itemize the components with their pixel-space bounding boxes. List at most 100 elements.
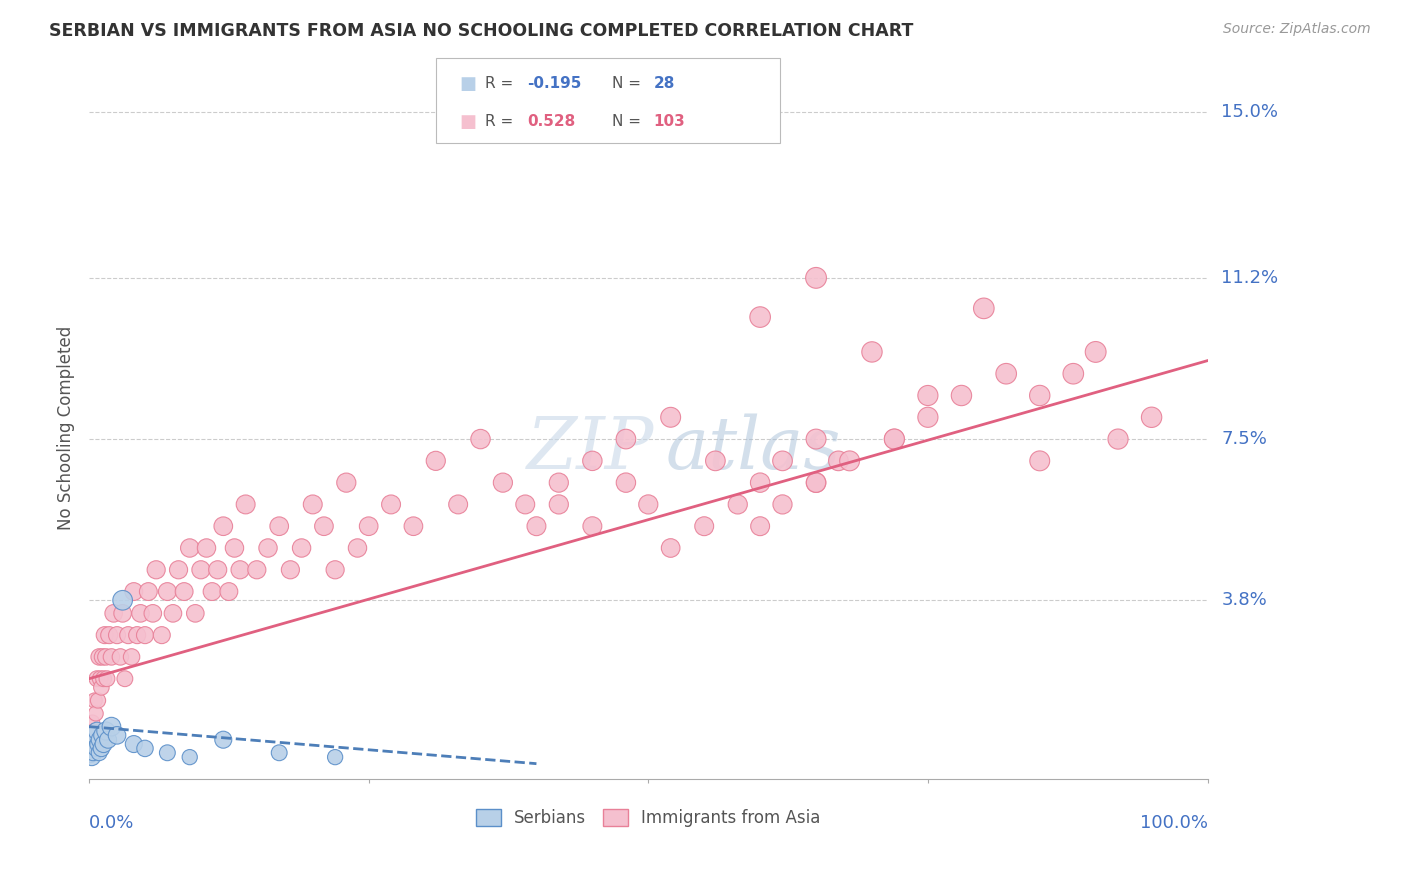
Point: [335, 475, 357, 490]
Point: [257, 541, 280, 555]
Point: [145, 563, 167, 577]
Point: [100, 649, 122, 664]
Point: [82, 715, 104, 730]
Point: [98, 628, 121, 642]
Point: [83, 723, 105, 738]
Point: [93, 737, 115, 751]
Point: [515, 498, 537, 512]
Point: [93, 628, 115, 642]
Point: [659, 410, 682, 425]
Point: [659, 541, 682, 555]
Point: [917, 410, 939, 425]
Point: [917, 388, 939, 402]
Point: [94, 723, 117, 738]
Point: [581, 519, 603, 533]
Text: 7.5%: 7.5%: [1222, 430, 1267, 448]
Text: R =: R =: [485, 114, 519, 129]
Text: R =: R =: [485, 76, 519, 91]
Point: [246, 563, 269, 577]
Point: [1029, 388, 1052, 402]
Point: [91, 649, 114, 664]
Point: [749, 519, 772, 533]
Point: [547, 498, 569, 512]
Point: [173, 584, 195, 599]
Point: [184, 607, 207, 621]
Text: atlas: atlas: [665, 414, 841, 484]
Point: [269, 746, 291, 760]
Point: [860, 345, 883, 359]
Point: [103, 607, 125, 621]
Point: [129, 607, 152, 621]
Point: [96, 672, 118, 686]
Point: [179, 541, 201, 555]
Y-axis label: No Schooling Completed: No Schooling Completed: [58, 326, 75, 531]
Point: [94, 649, 117, 664]
Point: [995, 367, 1018, 381]
Point: [950, 388, 973, 402]
Point: [117, 628, 139, 642]
Point: [127, 628, 149, 642]
Point: [218, 584, 240, 599]
Point: [581, 454, 603, 468]
Text: 103: 103: [654, 114, 686, 129]
Point: [229, 563, 252, 577]
Text: 0.528: 0.528: [527, 114, 575, 129]
Text: 15.0%: 15.0%: [1222, 103, 1278, 121]
Point: [114, 672, 136, 686]
Point: [749, 310, 772, 324]
Text: ■: ■: [460, 75, 477, 93]
Point: [201, 584, 224, 599]
Point: [704, 454, 727, 468]
Point: [614, 475, 637, 490]
Point: [827, 454, 849, 468]
Point: [86, 672, 108, 686]
Point: [380, 498, 402, 512]
Text: 28: 28: [654, 76, 675, 91]
Point: [111, 593, 134, 607]
Point: [973, 301, 995, 316]
Point: [83, 737, 105, 751]
Point: [637, 498, 659, 512]
Point: [87, 737, 110, 751]
Point: [90, 681, 112, 695]
Point: [772, 498, 794, 512]
Point: [179, 750, 201, 764]
Point: [134, 741, 156, 756]
Point: [195, 541, 218, 555]
Point: [547, 475, 569, 490]
Point: [89, 672, 111, 686]
Point: [312, 519, 335, 533]
Point: [1140, 410, 1163, 425]
Point: [80, 750, 103, 764]
Text: N =: N =: [612, 76, 645, 91]
Point: [1084, 345, 1107, 359]
Point: [82, 746, 104, 760]
Point: [150, 628, 173, 642]
Point: [87, 693, 110, 707]
Point: [86, 723, 108, 738]
Point: [82, 732, 104, 747]
Point: [156, 584, 179, 599]
Point: [80, 741, 103, 756]
Text: SERBIAN VS IMMIGRANTS FROM ASIA NO SCHOOLING COMPLETED CORRELATION CHART: SERBIAN VS IMMIGRANTS FROM ASIA NO SCHOO…: [49, 22, 914, 40]
Point: [111, 607, 134, 621]
Point: [122, 584, 145, 599]
Point: [91, 728, 114, 742]
Text: ZIP: ZIP: [526, 414, 654, 484]
Point: [97, 732, 120, 747]
Point: [80, 737, 103, 751]
Point: [804, 475, 827, 490]
Legend: Serbians, Immigrants from Asia: Serbians, Immigrants from Asia: [470, 802, 827, 834]
Point: [447, 498, 470, 512]
Text: Source: ZipAtlas.com: Source: ZipAtlas.com: [1223, 22, 1371, 37]
Point: [526, 519, 548, 533]
Point: [89, 746, 111, 760]
Point: [142, 607, 165, 621]
Point: [280, 563, 302, 577]
Point: [212, 519, 235, 533]
Point: [83, 693, 105, 707]
Point: [100, 720, 122, 734]
Point: [162, 607, 184, 621]
Point: [301, 498, 323, 512]
Point: [90, 741, 112, 756]
